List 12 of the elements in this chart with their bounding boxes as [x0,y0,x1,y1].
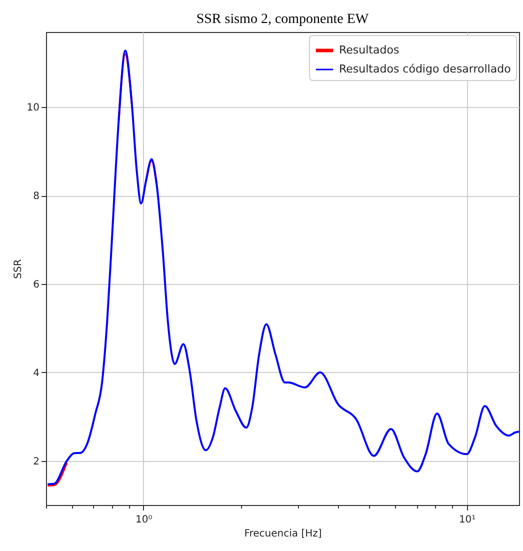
y-tick-label: 8 [33,191,40,202]
y-tick-label: 2 [33,456,40,468]
chart-title: SSR sismo 2, componente EW [196,12,370,27]
y-tick-label: 10 [26,102,40,114]
y-tick-label: 6 [33,279,40,290]
y-axis-title: SSR [12,259,24,279]
y-tick-label: 4 [33,368,40,379]
x-tick-label: 10¹ [458,514,476,526]
legend-label: Resultados [339,44,400,56]
legend-label: Resultados código desarrollado [339,62,512,76]
x-axis-title: Frecuencia [Hz] [244,528,322,540]
x-tick-label: 10⁰ [136,514,152,526]
